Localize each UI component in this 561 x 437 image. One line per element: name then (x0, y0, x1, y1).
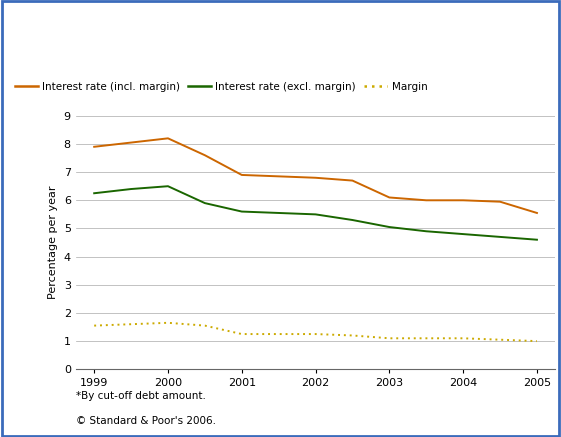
Text: Margin*: Margin* (7, 47, 59, 60)
Text: Chart 1: Weighted-Average Interest Rate, Interest Rate Before Margin, and Loan: Chart 1: Weighted-Average Interest Rate,… (7, 13, 544, 26)
Text: *By cut-off debt amount.: *By cut-off debt amount. (76, 391, 206, 401)
Y-axis label: Percentage per year: Percentage per year (48, 186, 58, 299)
Text: © Standard & Poor's 2006.: © Standard & Poor's 2006. (76, 416, 216, 426)
Legend: Interest rate (incl. margin), Interest rate (excl. margin), Margin: Interest rate (incl. margin), Interest r… (11, 78, 431, 96)
